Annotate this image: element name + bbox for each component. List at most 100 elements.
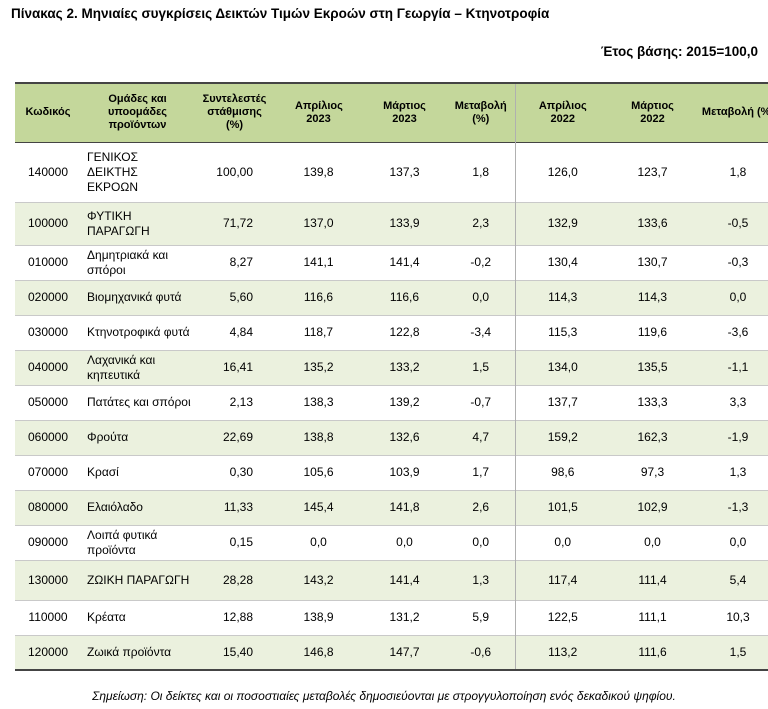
cell-group: ΦΥΤΙΚΗ ΠΑΡΑΓΩΓΗ [81, 202, 194, 245]
cell-change-2023: 0,0 [447, 280, 515, 315]
cell-change-2023: 1,8 [472, 164, 490, 179]
cell-change-2023: -0,2 [470, 255, 492, 269]
cell-group: Κρέατα [87, 610, 126, 624]
cell-change-2023: 4,7 [447, 420, 515, 455]
header-mar-2022: Μάρτιος 2022 [610, 82, 695, 142]
cell-code: 070000 [27, 465, 69, 479]
footnote: Σημείωση: Οι δείκτες και οι ποσοστιαίες … [92, 689, 676, 703]
cell-change-2022: -1,1 [695, 350, 768, 385]
cell-weight: 5,60 [194, 280, 275, 315]
cell-group: ΓΕΝΙΚΟΣ ΔΕΙΚΤΗΣ ΕΚΡΟΩΝ [87, 149, 138, 194]
cell-apr-2022: 98,6 [514, 455, 610, 490]
cell-apr-2022: 137,7 [514, 385, 610, 420]
cell-change-2022: -0,5 [695, 202, 768, 245]
cell-change-2023: -3,4 [470, 325, 492, 339]
cell-apr-2022: 117,4 [514, 560, 610, 600]
table-row: 080000 Ελαιόλαδο 11,33 145,4 141,8 2,6 101,5 10… [15, 490, 768, 525]
cell-group: Βιομηχανικά φυτά [81, 280, 194, 315]
cell-group: Ελαιόλαδο [81, 490, 194, 525]
cell-change-2022: -0,3 [727, 255, 749, 269]
cell-change-2022: 0,0 [729, 535, 747, 549]
cell-change-2022: 1,5 [695, 635, 768, 670]
table-row: 010000 Δημητριακά και σπόροι 8,27 141,1 141,… [15, 245, 768, 280]
cell-weight: 16,41 [194, 350, 275, 385]
cell-mar-2023: 116,6 [362, 280, 447, 315]
cell-change-2023: 5,9 [472, 610, 490, 624]
header-change-2022: Μεταβολή (%) [695, 82, 768, 142]
cell-apr-2022: 126,0 [514, 142, 610, 202]
cell-code: 040000 [15, 350, 81, 385]
cell-mar-2022: 162,3 [610, 420, 695, 455]
table-row: 090000 Λοιπά φυτικά προϊόντα 0,15 0,0 0,0 0,0… [15, 525, 768, 560]
cell-change-2023: -0,6 [447, 635, 515, 670]
table-row: 020000 Βιομηχανικά φυτά 5,60 116,6 116,6 0,0 1… [15, 280, 768, 315]
cell-change-2023: 2,6 [447, 490, 515, 525]
cell-apr-2023: 105,6 [303, 465, 334, 479]
cell-apr-2022: 101,5 [514, 490, 610, 525]
cell-weight: 12,88 [222, 610, 253, 624]
cell-mar-2023: 141,4 [389, 255, 420, 269]
table-row: 130000 ΖΩΙΚΗ ΠΑΡΑΓΩΓΗ 28,28 143,2 141,4 1,3 11… [15, 560, 768, 600]
table-row: 030000 Κτηνοτροφικά φυτά 4,84 118,7 122,8 -3,… [15, 315, 768, 350]
cell-group: Φρούτα [81, 420, 194, 455]
cell-change-2022: 1,3 [729, 465, 747, 479]
cell-change-2023: -0,7 [470, 395, 492, 409]
header-change-2023: Μεταβολή (%) [447, 82, 515, 142]
table-title: Πίνακας 2. Μηνιαίες συγκρίσεις Δεικτών Τ… [11, 6, 550, 21]
table-row: 070000 Κρασί 0,30 105,6 103,9 1,7 98,6 97,3 1,3 [15, 455, 768, 490]
cell-mar-2022: 114,3 [610, 280, 695, 315]
cell-weight: 0,15 [229, 535, 253, 549]
cell-mar-2022: 111,1 [638, 610, 667, 624]
cell-mar-2023: 133,2 [362, 350, 447, 385]
cell-group: Ζωικά προϊόντα [81, 635, 194, 670]
cell-change-2022: 5,4 [695, 560, 768, 600]
cell-weight: 15,40 [194, 635, 275, 670]
cell-mar-2022: 130,7 [637, 255, 668, 269]
cell-group: Λοιπά φυτικά προϊόντα [87, 527, 158, 557]
cell-group: Δημητριακά και σπόροι [87, 247, 169, 277]
cell-apr-2023: 141,1 [303, 255, 334, 269]
cell-change-2023: 1,7 [472, 465, 490, 479]
cell-mar-2023: 0,0 [396, 535, 413, 549]
cell-change-2022: -1,3 [695, 490, 768, 525]
cell-apr-2023: 146,8 [275, 635, 362, 670]
cell-weight: 11,33 [194, 490, 275, 525]
table-row: 050000 Πατάτες και σπόροι 2,13 138,3 139,2 -0… [15, 385, 768, 420]
cell-mar-2022: 102,9 [610, 490, 695, 525]
cell-group: ΖΩΙΚΗ ΠΑΡΑΓΩΓΗ [81, 560, 194, 600]
cell-mar-2022: 111,4 [610, 560, 695, 600]
cell-code: 140000 [27, 164, 69, 179]
cell-apr-2022: 114,3 [514, 280, 610, 315]
table-row: 120000 Ζωικά προϊόντα 15,40 146,8 147,7 -0,6 1… [15, 635, 768, 670]
cell-mar-2022: 97,3 [640, 465, 665, 479]
cell-change-2022: 3,3 [729, 395, 747, 409]
cell-change-2022: -3,6 [727, 325, 749, 339]
cell-code: 080000 [15, 490, 81, 525]
cell-change-2023: 0,0 [472, 535, 490, 549]
cell-mar-2023: 122,8 [389, 325, 420, 339]
cell-weight: 28,28 [194, 560, 275, 600]
price-index-table: Κωδικός Ομάδες και υποομάδες προϊόντων Σ… [15, 82, 768, 671]
cell-code: 130000 [15, 560, 81, 600]
cell-group: Λαχανικά και κηπευτικά [81, 350, 194, 385]
cell-mar-2022: 135,5 [610, 350, 695, 385]
cell-change-2022: 10,3 [726, 610, 750, 624]
cell-apr-2022: 0,0 [514, 525, 610, 560]
cell-weight: 0,30 [229, 465, 253, 479]
cell-apr-2023: 138,3 [303, 395, 334, 409]
cell-apr-2022: 159,2 [514, 420, 610, 455]
cell-apr-2023: 139,8 [303, 164, 334, 179]
cell-weight: 100,00 [216, 164, 253, 179]
cell-code: 100000 [15, 202, 81, 245]
cell-mar-2023: 103,9 [389, 465, 420, 479]
cell-apr-2023: 135,2 [275, 350, 362, 385]
cell-mar-2022: 0,0 [644, 535, 661, 549]
cell-mar-2023: 133,9 [362, 202, 447, 245]
cell-change-2022: -1,9 [695, 420, 768, 455]
cell-apr-2023: 137,0 [275, 202, 362, 245]
cell-apr-2022: 113,2 [514, 635, 610, 670]
cell-code: 090000 [27, 535, 69, 549]
cell-mar-2023: 139,2 [389, 395, 420, 409]
cell-apr-2022: 134,0 [514, 350, 610, 385]
cell-code: 110000 [28, 610, 68, 624]
